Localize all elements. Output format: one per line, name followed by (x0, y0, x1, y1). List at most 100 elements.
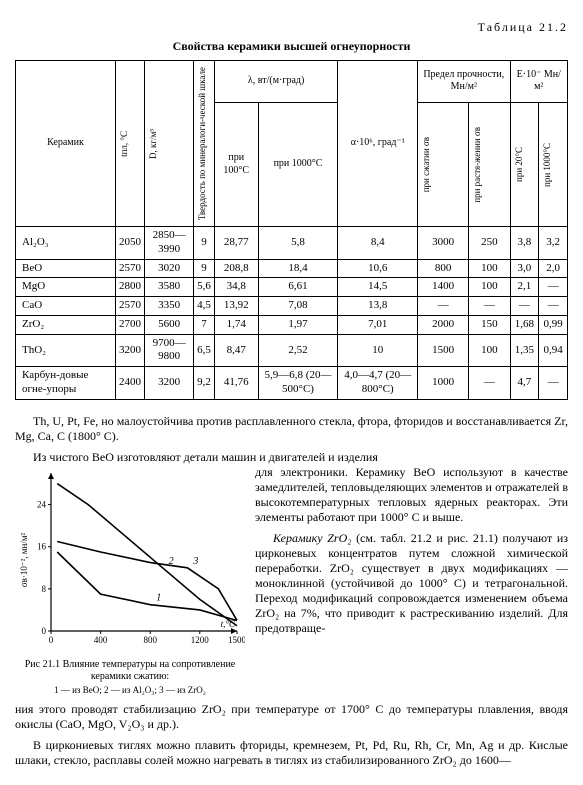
cell: 0,94 (539, 334, 568, 367)
table-row: ThO₂32009700—98006,58,472,521015001001,3… (16, 334, 568, 367)
svg-text:8: 8 (42, 583, 47, 593)
cell: 4,5 (194, 297, 215, 316)
cell: 208,8 (214, 259, 258, 278)
cell: 3200 (145, 367, 194, 400)
cell: 3,2 (539, 227, 568, 260)
para-3-body: (см. табл. 21.2 и рис. 21.1) получают из… (255, 531, 568, 635)
cell: 2050 (116, 227, 145, 260)
h-e20: при 20°C (514, 143, 525, 186)
h-hardness: Твердость по минералоги-ческой шкале (197, 63, 208, 224)
table-label: Таблица 21.2 (15, 20, 568, 35)
cell: 3350 (145, 297, 194, 316)
cell: 8,47 (214, 334, 258, 367)
cell: 100 (469, 334, 510, 367)
cell: 5600 (145, 315, 194, 334)
cell: 13,8 (338, 297, 418, 316)
cell: 150 (469, 315, 510, 334)
cell: ThO₂ (16, 334, 116, 367)
cell: MgO (16, 278, 116, 297)
cell: 2,1 (510, 278, 539, 297)
h-alpha: α·10⁶, град⁻¹ (338, 61, 418, 227)
para-2a: Из чистого BeO изготовляют детали машин … (15, 450, 568, 465)
h-l1000: при 1000°C (274, 158, 323, 169)
cell: 3020 (145, 259, 194, 278)
cell: 2570 (116, 259, 145, 278)
para-1: Th, U, Pt, Fe, но малоустойчива против р… (15, 414, 568, 444)
chart: 040080012001500081624σв·10⁻², мн/м²t,°C1… (15, 465, 245, 655)
cell: 250 (469, 227, 510, 260)
cell: 5,8 (258, 227, 338, 260)
chart-box: 040080012001500081624σв·10⁻², мн/м²t,°C1… (15, 465, 245, 696)
cell: 7,01 (338, 315, 418, 334)
cell: — (539, 367, 568, 400)
cell: 28,77 (214, 227, 258, 260)
cell: — (539, 278, 568, 297)
h-l100: при 100°C (223, 152, 249, 176)
cell: 2700 (116, 315, 145, 334)
cell: Al₂O₃ (16, 227, 116, 260)
cell: BeO (16, 259, 116, 278)
cell: 14,5 (338, 278, 418, 297)
h-st: при растя-жении σв (472, 123, 483, 207)
cell: 7 (194, 315, 215, 334)
svg-text:400: 400 (94, 635, 108, 645)
cell: 5,9—6,8 (20—500°C) (258, 367, 338, 400)
cell: 9 (194, 259, 215, 278)
svg-text:16: 16 (37, 541, 47, 551)
cell: 2,52 (258, 334, 338, 367)
cell: 2000 (418, 315, 469, 334)
cell: 10,6 (338, 259, 418, 278)
table-row: MgO280035805,634,86,6114,514001002,1— (16, 278, 568, 297)
h-lambda-group: λ, вт/(м·град) (214, 61, 337, 103)
cell: 1000 (418, 367, 469, 400)
cell: 5,6 (194, 278, 215, 297)
cell: 7,08 (258, 297, 338, 316)
cell: 1500 (418, 334, 469, 367)
svg-text:24: 24 (37, 499, 47, 509)
cell: 6,61 (258, 278, 338, 297)
cell: 3580 (145, 278, 194, 297)
svg-text:3: 3 (192, 555, 198, 566)
cell: 8,4 (338, 227, 418, 260)
svg-text:0: 0 (42, 626, 47, 636)
svg-text:0: 0 (49, 635, 54, 645)
cell: 2400 (116, 367, 145, 400)
cell: 2850—3990 (145, 227, 194, 260)
h-tpl: tпл, °C (119, 127, 130, 161)
cell: 1,68 (510, 315, 539, 334)
cell: 3200 (116, 334, 145, 367)
h-strength-group: Предел прочности, Мн/м² (418, 61, 510, 103)
cell: 100 (469, 278, 510, 297)
h-sc: при сжатии σв (421, 133, 432, 196)
para-3: Керамику ZrO₂ (см. табл. 21.2 и рис. 21.… (255, 531, 568, 636)
cell: 100 (469, 259, 510, 278)
cell: 9700—9800 (145, 334, 194, 367)
properties-table: Керамик tпл, °C D, кг/м³ Твердость по ми… (15, 60, 568, 400)
cell: 4,7 (510, 367, 539, 400)
table-title: Свойства керамики высшей огнеупорности (15, 39, 568, 54)
cell: 3,0 (510, 259, 539, 278)
para-4: В циркониевых тиглях можно плавить фтори… (15, 738, 568, 768)
cell: — (469, 297, 510, 316)
table-row: ZrO₂2700560071,741,977,0120001501,680,99 (16, 315, 568, 334)
h-e1000: при 1000°C (542, 139, 553, 191)
svg-text:1200: 1200 (191, 635, 210, 645)
cell: 2,0 (539, 259, 568, 278)
cell: 9 (194, 227, 215, 260)
cell: 0,99 (539, 315, 568, 334)
table-row: Карбун-довые огне-упоры240032009,241,765… (16, 367, 568, 400)
cell: 2800 (116, 278, 145, 297)
cell: 3,8 (510, 227, 539, 260)
table-row: CaO257033504,513,927,0813,8———— (16, 297, 568, 316)
table-row: Al₂O₃20502850—3990928,775,88,430002503,8… (16, 227, 568, 260)
cell: 1,35 (510, 334, 539, 367)
chart-caption: Рис 21.1 Влияние температуры на сопротив… (15, 659, 245, 683)
para-3-cont: ния этого проводят стабилизацию ZrO₂ при… (15, 702, 568, 732)
cell: 13,92 (214, 297, 258, 316)
para-3-lead: Керамику ZrO₂ (273, 531, 351, 545)
cell: 3000 (418, 227, 469, 260)
cell: 800 (418, 259, 469, 278)
cell: — (539, 297, 568, 316)
h-e-group: E·10⁻ Мн/м² (510, 61, 567, 103)
cell: 6,5 (194, 334, 215, 367)
